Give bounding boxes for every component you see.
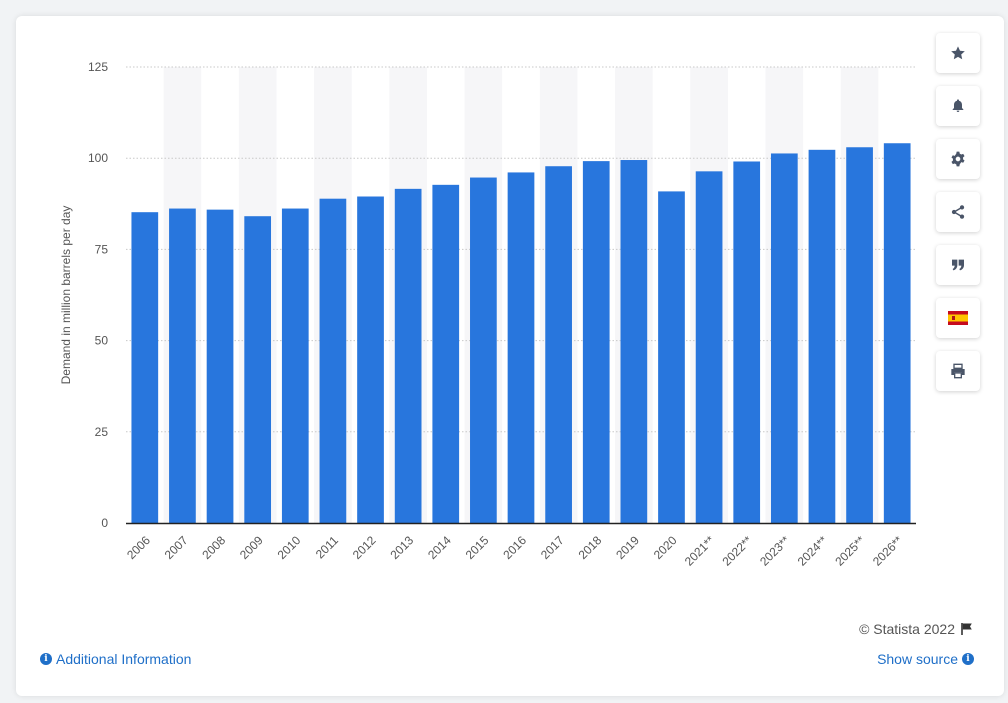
bar	[808, 149, 836, 523]
bar	[432, 184, 460, 524]
x-tick-label: 2013	[387, 533, 416, 562]
x-tick-label: 2009	[237, 533, 266, 562]
bar	[658, 191, 685, 524]
cite-button[interactable]	[936, 245, 980, 285]
x-tick-label: 2022**	[719, 533, 755, 569]
x-tick-label: 2025**	[832, 533, 868, 569]
bar	[131, 212, 159, 523]
bookmark-button[interactable]	[936, 33, 980, 73]
flag-icon	[961, 623, 972, 635]
bar	[507, 172, 535, 524]
star-icon	[951, 46, 965, 60]
x-tick-label: 2023**	[757, 533, 793, 569]
y-tick-label: 125	[88, 60, 108, 74]
chart-card: 0 25 50 75 100 125 2006 2007 2008 2009 2010 2011 201…	[16, 16, 1004, 696]
bar	[244, 216, 272, 524]
x-tick-label: 2015	[463, 533, 492, 562]
x-tick-label: 2021**	[682, 533, 718, 569]
x-tick-label: 2019	[613, 533, 642, 562]
y-tick-label: 50	[95, 334, 109, 348]
x-tick-label: 2012	[350, 533, 379, 562]
x-tick-label: 2026**	[870, 533, 906, 569]
additional-information-label: Additional Information	[56, 651, 192, 667]
x-tick-label: 2014	[425, 533, 454, 562]
settings-button[interactable]	[936, 139, 980, 179]
bar	[770, 153, 798, 524]
language-button[interactable]	[936, 298, 980, 338]
bar	[357, 196, 384, 523]
y-tick-label: 25	[95, 425, 109, 439]
y-tick-label: 75	[95, 242, 109, 256]
bar	[545, 166, 572, 524]
print-button[interactable]	[936, 351, 980, 391]
notification-button[interactable]	[936, 86, 980, 126]
additional-information-link[interactable]: i Additional Information	[40, 651, 191, 667]
bar	[846, 147, 873, 524]
x-tick-label: 2007	[162, 533, 191, 562]
x-tick-label: 2017	[538, 533, 567, 562]
statista-credit[interactable]: © Statista 2022	[859, 621, 974, 637]
x-tick-label: 2018	[576, 533, 605, 562]
chart: 0 25 50 75 100 125 2006 2007 2008 2009 2010 2011 201…	[59, 60, 916, 569]
spain-flag-icon	[948, 311, 968, 325]
x-tick-label: 2008	[199, 533, 228, 562]
credit-text: © Statista 2022	[859, 621, 955, 637]
bar	[394, 188, 422, 523]
y-tick-label: 100	[88, 151, 108, 165]
y-tick-label: 0	[101, 516, 108, 530]
info-icon: i	[962, 653, 974, 665]
bar	[620, 160, 648, 524]
bar	[206, 209, 234, 524]
info-icon: i	[40, 653, 52, 665]
show-source-link[interactable]: Show source i	[877, 651, 974, 667]
bar	[695, 171, 723, 523]
y-axis-title: Demand in million barrels per day	[59, 206, 73, 385]
x-tick-label: 2020	[651, 533, 680, 562]
bar	[470, 177, 497, 523]
share-icon	[951, 205, 965, 219]
bar	[281, 208, 309, 523]
bell-icon	[952, 99, 964, 112]
bar	[319, 198, 347, 523]
x-tick-label: 2011	[313, 533, 341, 561]
gear-icon	[951, 151, 965, 167]
bar	[733, 161, 761, 523]
bar	[883, 143, 911, 523]
x-tick-label: 2006	[124, 533, 153, 562]
x-tick-label: 2024**	[795, 533, 831, 569]
show-source-label: Show source	[877, 651, 958, 667]
bar	[582, 161, 610, 523]
x-tick-label: 2016	[500, 533, 529, 562]
x-tick-label: 2010	[275, 533, 304, 562]
share-button[interactable]	[936, 192, 980, 232]
print-icon	[951, 363, 965, 379]
quote-icon	[952, 259, 964, 271]
bar	[169, 208, 196, 523]
